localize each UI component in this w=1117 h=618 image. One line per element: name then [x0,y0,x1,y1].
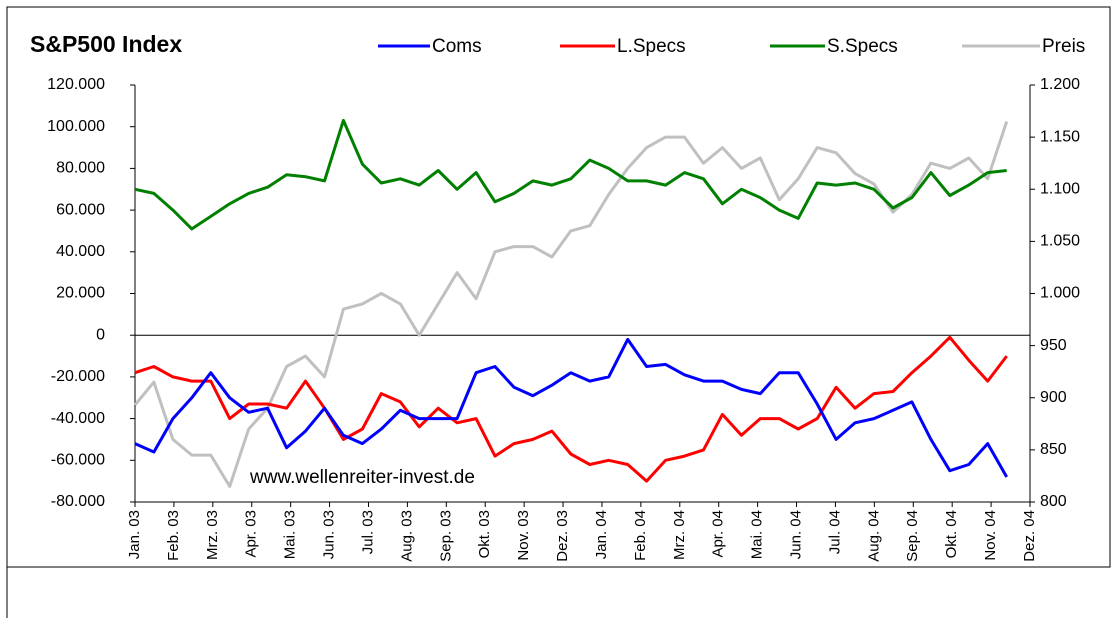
x-tick-label: Mai. 03 [282,510,299,559]
y-tick-label: 0 [96,326,105,343]
watermark: www.wellenreiter-invest.de [249,467,475,488]
chart-frame [6,6,1111,568]
x-tick-label: Sep. 04 [904,510,921,562]
y-tick-label: 80.000 [56,160,105,177]
x-tick-label: Nov. 04 [982,510,999,561]
y-tick-label: 120.000 [47,76,105,93]
x-tick-label: Dez. 04 [1021,510,1038,562]
x-tick-label: Mai. 04 [749,510,766,559]
series-line [133,121,1009,488]
x-tick-label: Dez. 03 [554,510,571,562]
y-tick-label: 40.000 [56,243,105,260]
y-tick-label: -40.000 [51,410,105,427]
y2-tick-label: 1.200 [1040,76,1080,93]
x-tick-label: Sep. 03 [437,510,454,562]
x-tick-label: Jul. 04 [826,510,843,554]
y2-tick-label: 900 [1040,389,1067,406]
x-tick-label: Apr. 03 [243,510,260,558]
x-tick-label: Okt. 04 [943,510,960,558]
series-line [134,335,1008,483]
legend-label: Coms [432,36,482,57]
x-tick-label: Jan. 04 [593,510,610,559]
y2-tick-label: 1.150 [1040,128,1080,145]
legend-label: L.Specs [617,36,686,57]
y-tick-label: -80.000 [51,493,105,510]
x-tick-label: Apr. 04 [710,510,727,558]
x-tick-label: Jan. 03 [126,510,143,559]
y-tick-label: -20.000 [51,368,105,385]
y2-tick-label: 850 [1040,441,1067,458]
x-tick-label: Jun. 03 [321,510,338,559]
x-tick-label: Aug. 03 [398,510,415,562]
y-tick-label: -60.000 [51,452,105,469]
chart-title: S&P500 Index [30,31,182,57]
y2-tick-label: 1.000 [1040,285,1080,302]
legend-label: Preis [1042,36,1085,57]
x-tick-label: Nov. 03 [515,510,532,561]
y2-tick-label: 950 [1040,337,1067,354]
y2-tick-label: 800 [1040,493,1067,510]
series-line [134,118,1007,231]
x-tick-label: Feb. 04 [632,510,649,561]
y2-tick-label: 1.100 [1040,180,1080,197]
y-tick-label: 60.000 [56,201,105,218]
legend-label: S.Specs [827,36,898,57]
y2-tick-label: 1.050 [1040,233,1080,250]
x-tick-label: Jun. 04 [787,510,804,559]
y-tick-label: 100.000 [47,118,105,135]
x-tick-label: Mrz. 04 [671,510,688,560]
series-line [134,337,1009,478]
x-tick-label: Okt. 03 [476,510,493,558]
x-tick-label: Feb. 03 [165,510,182,561]
x-tick-label: Aug. 04 [865,510,882,562]
x-tick-label: Jul. 03 [359,510,376,554]
y-tick-label: 20.000 [56,285,105,302]
x-tick-label: Mrz. 03 [204,510,221,560]
